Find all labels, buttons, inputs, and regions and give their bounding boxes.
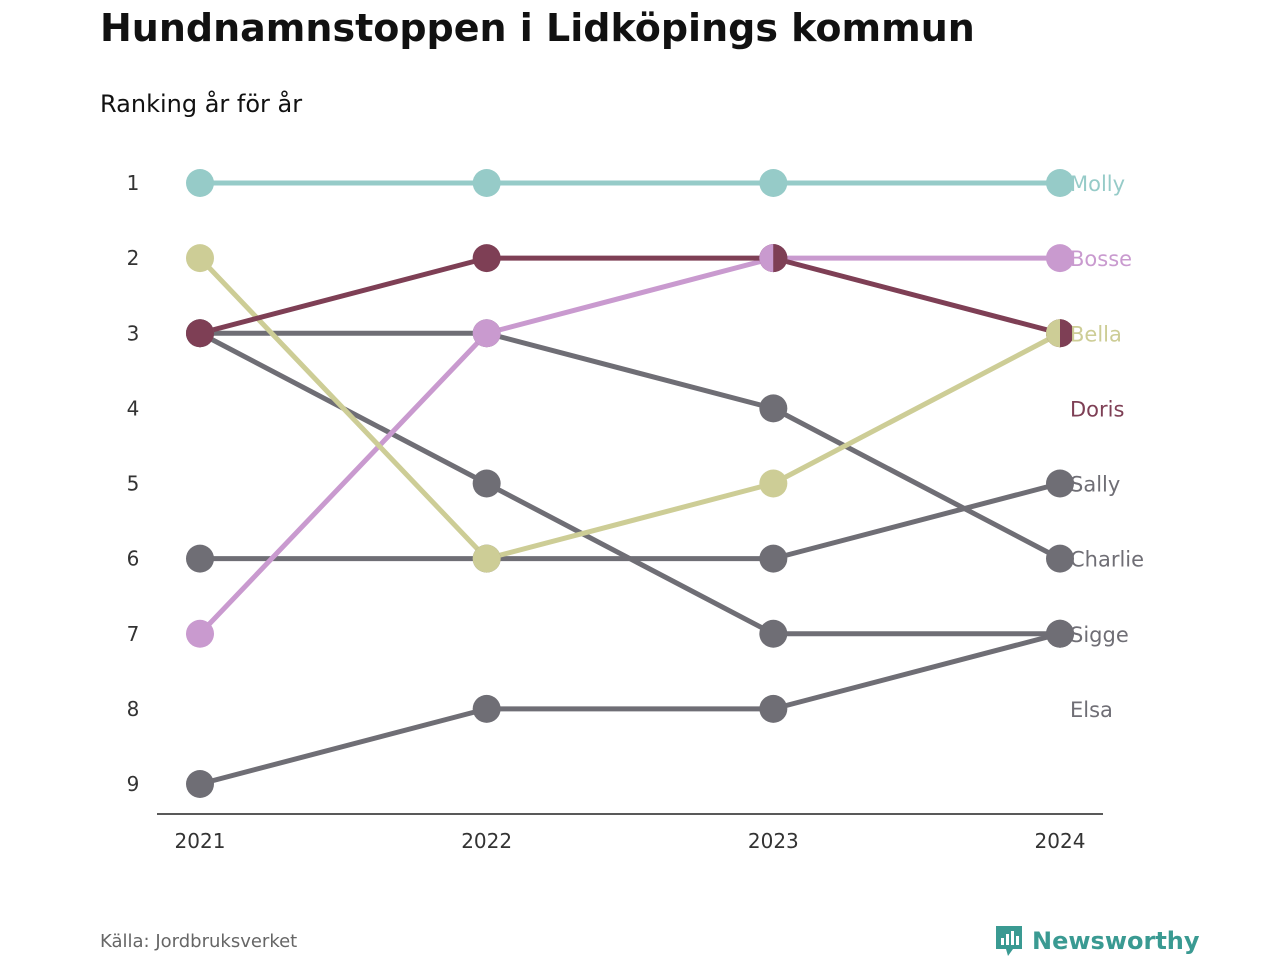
marker-bosse [472, 319, 501, 348]
marker-molly [472, 169, 501, 197]
series-line-sigge [197, 330, 1063, 637]
marker-charlie [1046, 544, 1074, 573]
series-markers [186, 169, 1074, 798]
marker-elsa [759, 694, 788, 723]
y-tick-label: 4 [127, 396, 140, 420]
y-tick-label: 1 [127, 171, 140, 195]
marker-doris [186, 319, 214, 348]
marker-doris [472, 244, 501, 273]
y-tick-label: 5 [127, 472, 140, 496]
marker-bosse [186, 619, 214, 648]
series-line-charlie [197, 330, 1063, 562]
end-label-charlie: Charlie [1070, 548, 1144, 572]
x-tick-label: 2024 [1035, 829, 1086, 853]
marker-sigge [759, 619, 788, 648]
y-tick-label: 6 [127, 547, 140, 571]
marker-molly [186, 169, 214, 197]
marker-elsa [472, 694, 501, 723]
end-label-molly: Molly [1070, 172, 1125, 196]
marker-charlie [759, 394, 788, 423]
series-lines [197, 180, 1063, 787]
chart-subtitle: Ranking år för år [100, 90, 303, 118]
marker-elsa [1046, 619, 1074, 648]
marker-bella [472, 544, 501, 573]
brand-logo[interactable]: Newsworthy [994, 924, 1200, 958]
end-label-bosse: Bosse [1070, 247, 1132, 271]
marker-half-bella [1046, 319, 1060, 348]
marker-bosse [1046, 244, 1074, 273]
end-label-doris: Doris [1070, 397, 1124, 421]
end-label-elsa: Elsa [1070, 698, 1113, 722]
marker-bella [759, 469, 788, 498]
y-tick-label: 3 [127, 321, 140, 345]
y-tick-label: 7 [127, 622, 140, 646]
bump-chart: 1 2 3 4 5 6 7 8 9 2021 2022 2023 2024 Molly Bosse Bel… [127, 169, 1144, 853]
brand-name: Newsworthy [1032, 927, 1200, 955]
marker-half-doris [1060, 319, 1074, 348]
series-line-elsa [197, 631, 1063, 787]
series-line-bosse [197, 255, 1063, 637]
end-label-bella: Bella [1070, 322, 1122, 346]
x-tick-label: 2023 [748, 829, 799, 853]
marker-half-bosse [759, 244, 774, 273]
marker-bella [186, 244, 214, 273]
y-tick-label: 9 [127, 772, 140, 796]
marker-sally [186, 544, 214, 573]
end-label-sigge: Sigge [1070, 623, 1129, 647]
chart-title: Hundnamnstoppen i Lidköpings kommun [100, 6, 975, 50]
x-tick-label: 2021 [175, 829, 226, 853]
marker-sally [759, 544, 788, 573]
marker-molly [759, 169, 788, 197]
y-tick-label: 2 [127, 246, 140, 270]
marker-sigge [472, 469, 501, 498]
marker-sally [1046, 469, 1074, 498]
y-axis-ticks: 1 2 3 4 5 6 7 8 9 [127, 171, 140, 796]
marker-elsa [186, 770, 214, 798]
x-tick-label: 2022 [461, 829, 512, 853]
newsworthy-logo-icon [996, 926, 1022, 956]
x-axis-ticks: 2021 2022 2023 2024 [175, 829, 1086, 853]
marker-molly [1046, 169, 1074, 197]
marker-half-doris [773, 244, 788, 273]
y-tick-label: 8 [127, 697, 140, 721]
source-note: Källa: Jordbruksverket [100, 931, 298, 952]
series-end-labels: Molly Bosse Bella Doris Sally Charlie Sigge Els… [1070, 172, 1144, 722]
series-line-doris [197, 255, 1063, 336]
end-label-sally: Sally [1070, 473, 1120, 497]
series-line-bella [197, 255, 1063, 562]
